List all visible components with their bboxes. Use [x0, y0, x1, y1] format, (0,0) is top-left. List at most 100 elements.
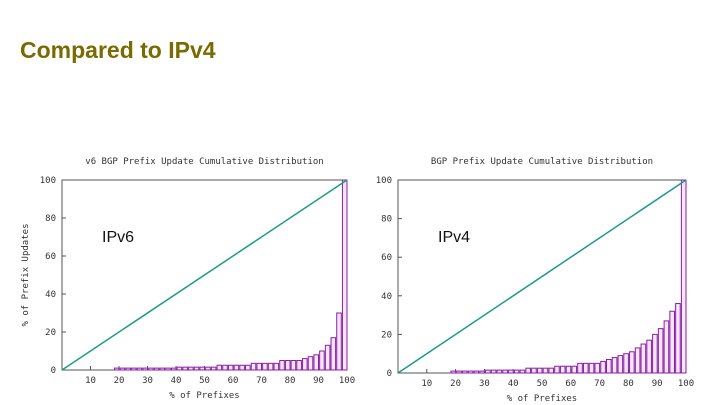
bar [284, 360, 291, 371]
bar [250, 362, 257, 371]
bar [554, 365, 560, 374]
bar [502, 369, 508, 374]
bar [273, 362, 280, 371]
x-tick-label: 100 [678, 379, 694, 389]
diagonal-line [61, 179, 348, 371]
bar [634, 347, 641, 374]
bar [210, 366, 217, 371]
y-tick-label: 20 [45, 328, 56, 338]
y-tick-label: 40 [45, 290, 56, 300]
slide-title: Compared to IPv4 [20, 37, 216, 63]
y-tick-label: 80 [381, 215, 392, 225]
bar [571, 365, 578, 374]
bar [536, 367, 543, 374]
bar [125, 367, 131, 371]
bar [165, 367, 171, 371]
bar [296, 360, 302, 371]
x-tick-label: 80 [285, 376, 296, 386]
bar [473, 370, 480, 374]
y-tick-label: 60 [381, 253, 392, 263]
bar [565, 365, 572, 374]
bar [279, 360, 285, 371]
x-tick-label: 30 [142, 376, 153, 386]
bar [319, 350, 325, 371]
bar [508, 369, 514, 374]
x-tick-label: 20 [114, 376, 125, 386]
annotation: IPv6 [102, 229, 134, 246]
x-tick-label: 10 [85, 376, 96, 386]
bar [239, 364, 245, 371]
y-tick-label: 80 [45, 214, 56, 224]
bar [233, 364, 240, 371]
y-tick-label: 60 [45, 252, 56, 262]
x-tick-label: 80 [623, 379, 634, 389]
bar [467, 370, 474, 374]
y-tick-label: 0 [387, 369, 392, 379]
bar [646, 339, 652, 374]
y-tick-label: 20 [381, 330, 392, 340]
bar [594, 362, 601, 374]
bar [330, 337, 337, 371]
bar [245, 364, 251, 371]
bar [559, 365, 566, 374]
bar [548, 367, 555, 374]
bar [496, 369, 503, 374]
bar [640, 343, 647, 374]
bar [142, 367, 149, 371]
x-tick-label: 90 [313, 376, 324, 386]
bar [623, 353, 629, 374]
bar [525, 367, 531, 374]
bar [456, 370, 462, 374]
bar [617, 355, 624, 374]
bar [336, 312, 342, 371]
bar [513, 369, 520, 374]
y-axis-label: % of Prefix Updates [21, 224, 31, 327]
bar [136, 367, 143, 371]
bar [262, 362, 268, 371]
x-tick-label: 40 [508, 379, 519, 389]
bar [205, 366, 211, 371]
bar [216, 364, 223, 371]
x-tick-label: 90 [652, 379, 663, 389]
bar [159, 367, 166, 371]
bar [222, 364, 228, 371]
bar [606, 358, 612, 374]
y-tick-label: 40 [381, 292, 392, 302]
bar [119, 367, 126, 371]
bar [657, 328, 664, 374]
bar [313, 354, 320, 371]
x-tick-label: 60 [228, 376, 239, 386]
x-tick-label: 70 [256, 376, 267, 386]
x-tick-label: 10 [421, 379, 432, 389]
x-tick-label: 20 [450, 379, 461, 389]
bar [113, 367, 120, 371]
bar [182, 366, 188, 371]
bar [227, 364, 234, 371]
bar [669, 310, 675, 374]
x-tick-label: 100 [339, 376, 355, 386]
bar [153, 367, 160, 371]
bar [600, 360, 606, 374]
bar [652, 333, 658, 374]
x-tick-label: 60 [565, 379, 576, 389]
y-tick-label: 0 [51, 366, 56, 376]
bar [341, 179, 348, 371]
bar [199, 366, 206, 371]
x-tick-label: 70 [594, 379, 605, 389]
y-tick-label: 100 [376, 176, 392, 186]
bar [680, 179, 687, 374]
bar [290, 360, 297, 371]
bar [490, 369, 497, 374]
y-tick-label: 100 [40, 176, 56, 186]
x-axis-label: % of Prefixes [507, 394, 577, 404]
bar [485, 369, 491, 374]
bar [611, 357, 618, 374]
x-axis-label: % of Prefixes [169, 391, 239, 401]
bar [462, 370, 468, 374]
bar [531, 367, 537, 374]
bar [193, 366, 200, 371]
x-tick-label: 40 [171, 376, 182, 386]
x-tick-label: 50 [199, 376, 210, 386]
bar [256, 362, 263, 371]
